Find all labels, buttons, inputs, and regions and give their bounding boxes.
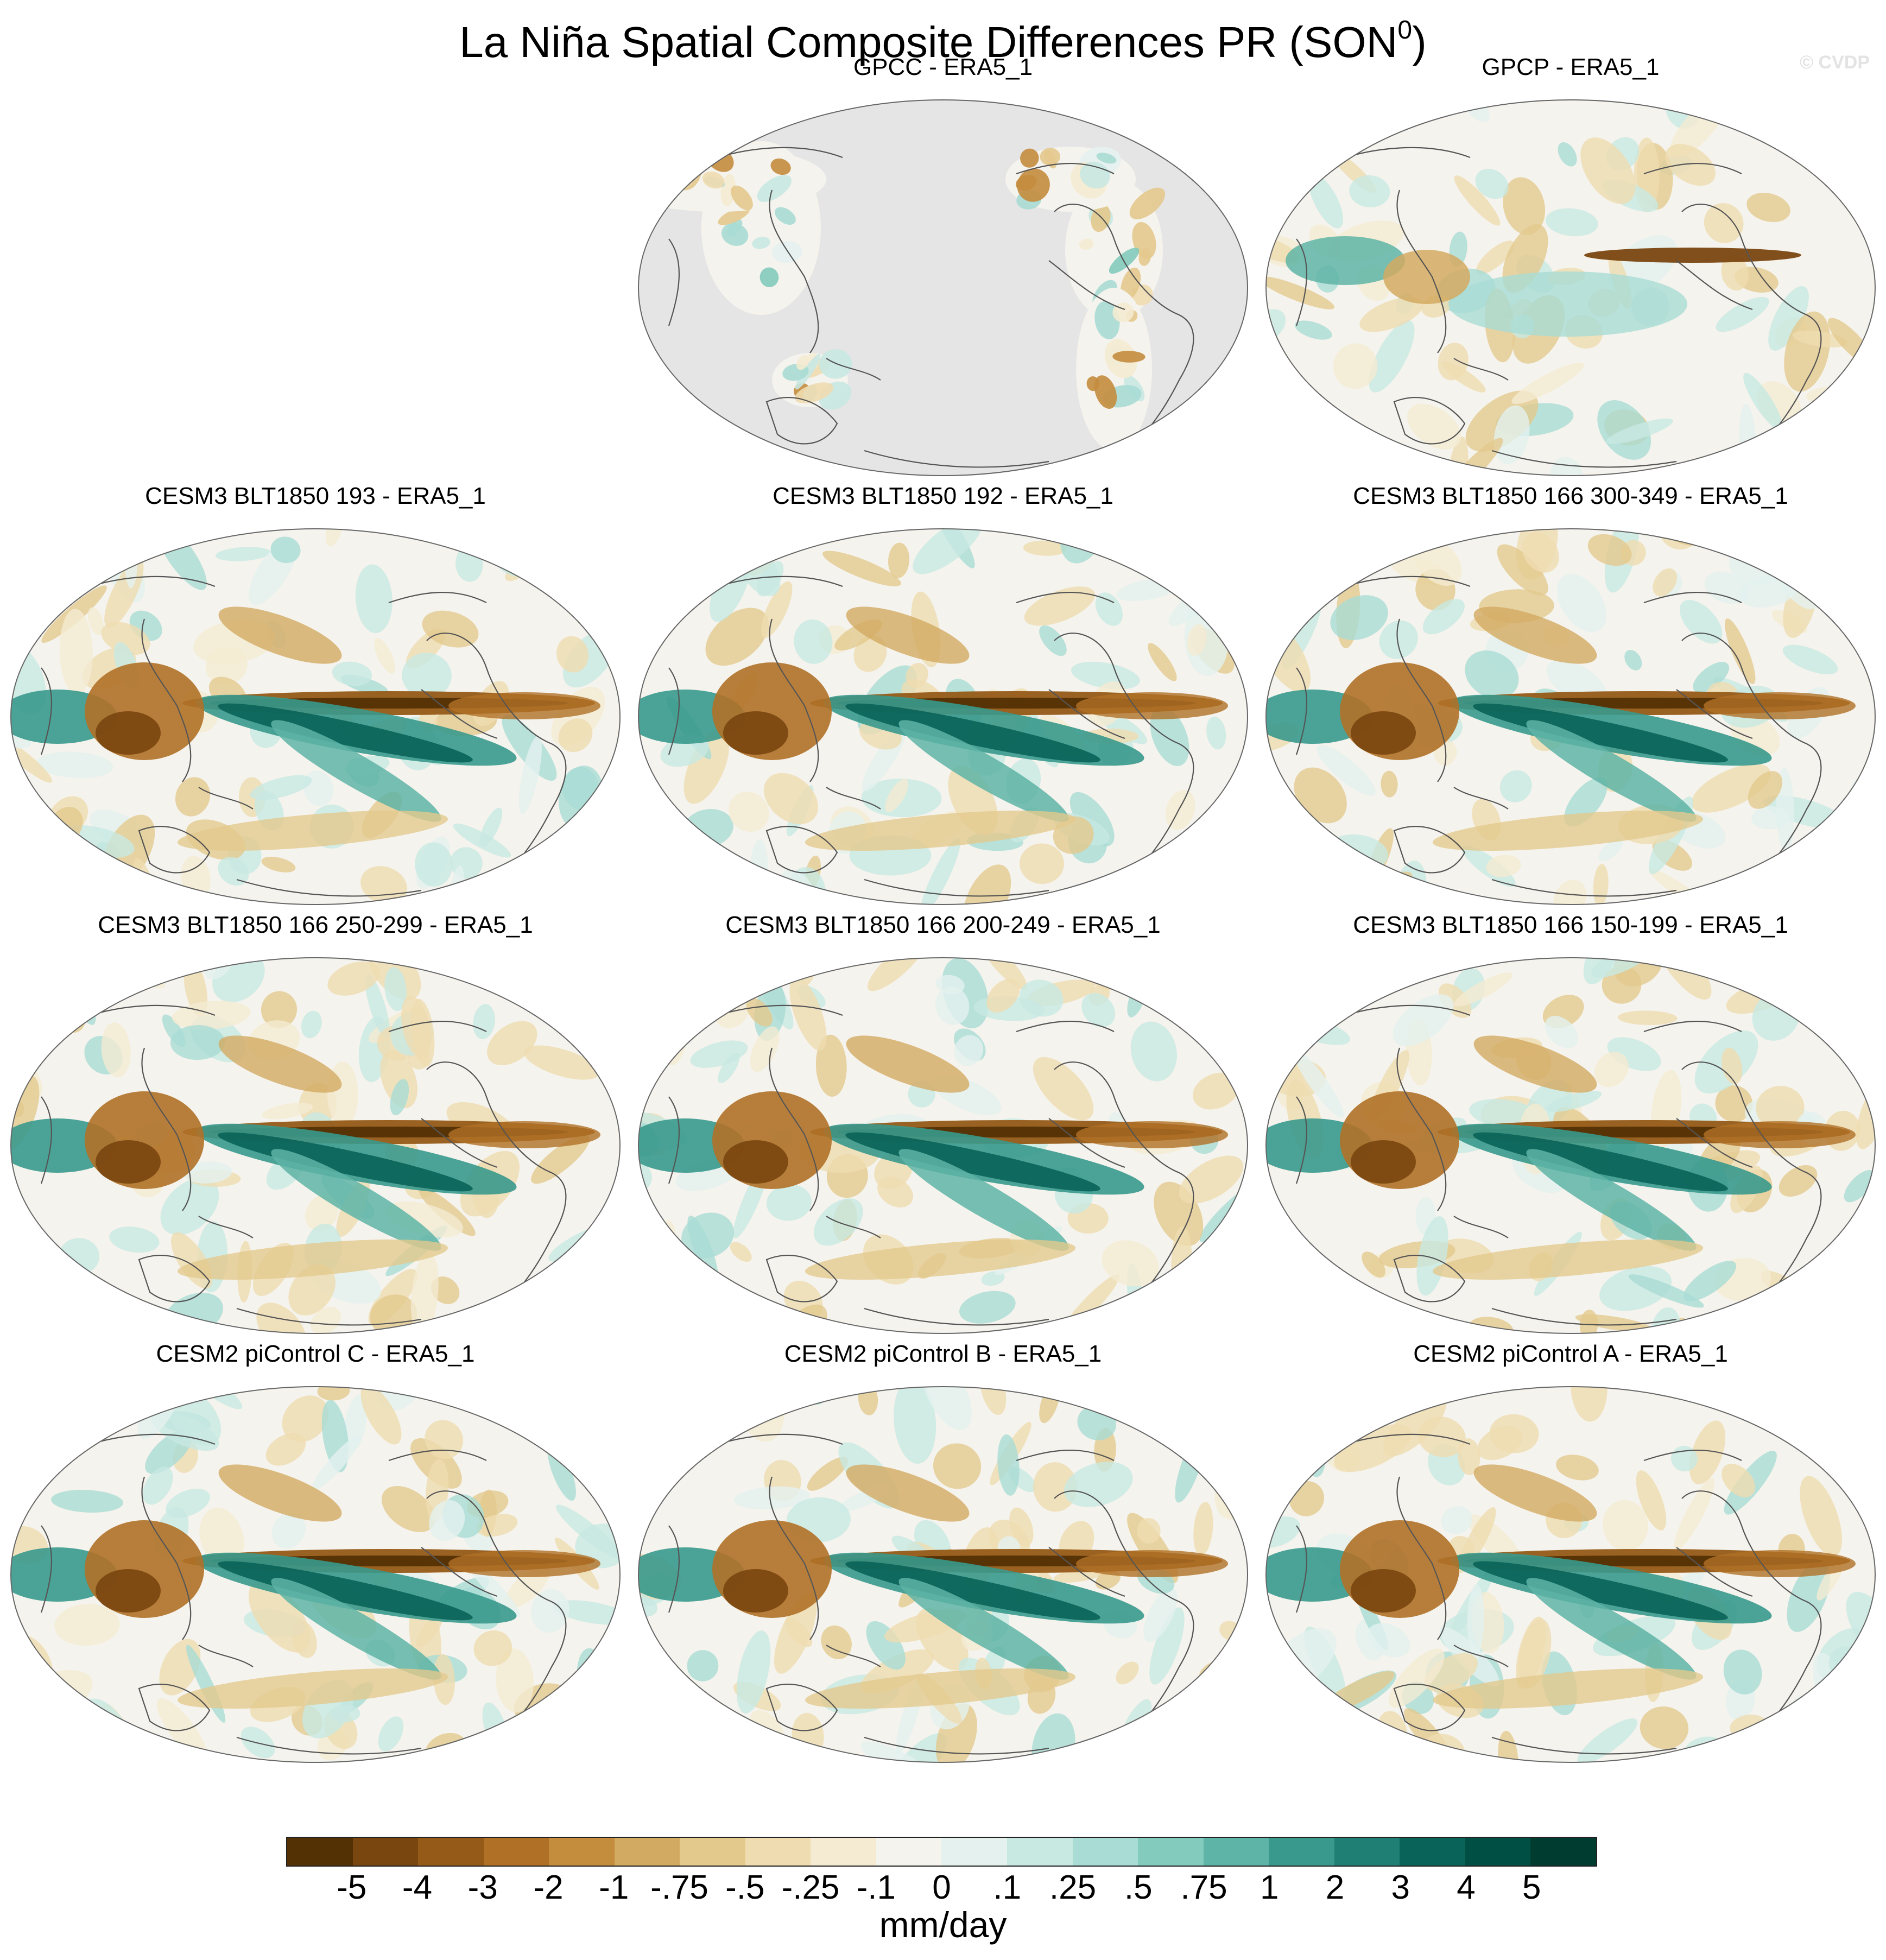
map-panel: [1265, 1386, 1876, 1763]
panel-title: CESM2 piControl A - ERA5_1: [1413, 1341, 1728, 1367]
map-panel: [638, 99, 1248, 476]
colorbar-tick-label: -.5: [725, 1869, 765, 1906]
colorbar-swatch: [876, 1838, 942, 1866]
colorbar-swatch: [941, 1838, 1008, 1866]
map-panel: [10, 957, 621, 1334]
colorbar-swatch: [1334, 1838, 1400, 1866]
colorbar-swatch: [1269, 1838, 1334, 1866]
colorbar-swatch: [1530, 1838, 1596, 1866]
colorbar-tick-label: -2: [533, 1869, 564, 1906]
colorbar-swatch: [352, 1838, 419, 1866]
map-panel: [10, 1386, 621, 1763]
colorbar-tick-label: -.75: [650, 1869, 708, 1906]
figure-title: La Niña Spatial Composite Differences PR…: [459, 16, 1427, 67]
colorbar-tick-label: -3: [467, 1869, 498, 1906]
colorbar-swatch: [1203, 1838, 1269, 1866]
panel-title: CESM3 BLT1850 166 300-349 - ERA5_1: [1353, 483, 1788, 509]
panel-title: GPCP - ERA5_1: [1482, 54, 1660, 80]
colorbar-swatch: [680, 1838, 745, 1866]
panel-title: CESM3 BLT1850 166 150-199 - ERA5_1: [1353, 912, 1788, 938]
colorbar-tick-label: 4: [1457, 1869, 1476, 1906]
colorbar-swatch: [1007, 1838, 1073, 1866]
colorbar-tick-label: 1: [1260, 1869, 1279, 1906]
panel-title: CESM3 BLT1850 166 250-299 - ERA5_1: [98, 912, 533, 938]
colorbar-tick-label: -1: [599, 1869, 629, 1906]
colorbar-swatch: [418, 1838, 484, 1866]
colorbar-tick-label: .1: [993, 1869, 1022, 1906]
map-panel: [1265, 528, 1876, 905]
colorbar-swatch: [483, 1838, 549, 1866]
colorbar-swatch: [1138, 1838, 1204, 1866]
panel-title: CESM3 BLT1850 192 - ERA5_1: [773, 483, 1113, 509]
colorbar-tick-label: -5: [337, 1869, 367, 1906]
map-panel: [1265, 957, 1876, 1334]
colorbar-swatch: [1072, 1838, 1138, 1866]
colorbar-swatch: [1465, 1838, 1531, 1866]
colorbar-swatch: [614, 1838, 680, 1866]
panel-title: CESM3 BLT1850 166 200-249 - ERA5_1: [725, 912, 1161, 938]
map-panel: [638, 957, 1248, 1334]
map-panel: [638, 1386, 1248, 1763]
colorbar-swatch: [549, 1838, 615, 1866]
colorbar-tick-label: 2: [1325, 1869, 1345, 1906]
colorbar-tick-label: 0: [932, 1869, 951, 1906]
map-panel: [638, 528, 1248, 905]
colorbar-tick-label: .75: [1180, 1869, 1227, 1906]
colorbar-tick-label: -.1: [856, 1869, 896, 1906]
cvdp-watermark: © CVDP: [1800, 52, 1870, 73]
colorbar-tick-label: .25: [1049, 1869, 1097, 1906]
panel-title: CESM3 BLT1850 193 - ERA5_1: [145, 483, 486, 509]
colorbar-units: mm/day: [879, 1905, 1007, 1945]
map-panel: [1265, 99, 1876, 476]
colorbar-tick-label: 3: [1391, 1869, 1410, 1906]
colorbar-tick-label: .5: [1124, 1869, 1153, 1906]
colorbar-swatch: [745, 1838, 811, 1866]
panel-title: GPCC - ERA5_1: [853, 54, 1033, 80]
panel-title: CESM2 piControl C - ERA5_1: [156, 1341, 475, 1367]
colorbar-swatch: [287, 1838, 353, 1866]
colorbar-swatch: [1400, 1838, 1465, 1866]
colorbar-tick-label: -.25: [781, 1869, 840, 1906]
colorbar-tick-label: 5: [1522, 1869, 1541, 1906]
colorbar-tick-label: -4: [402, 1869, 433, 1906]
colorbar-labels: -5 -4 -3 -2 -1 -.75 -.5 -.25 -.1 0 .1 .25 .5 .75 1 2 3 4 5: [286, 1870, 1597, 1906]
colorbar-swatch: [811, 1838, 876, 1866]
colorbar: [286, 1837, 1597, 1867]
panel-title: CESM2 piControl B - ERA5_1: [784, 1341, 1102, 1367]
map-panel: [10, 528, 621, 905]
